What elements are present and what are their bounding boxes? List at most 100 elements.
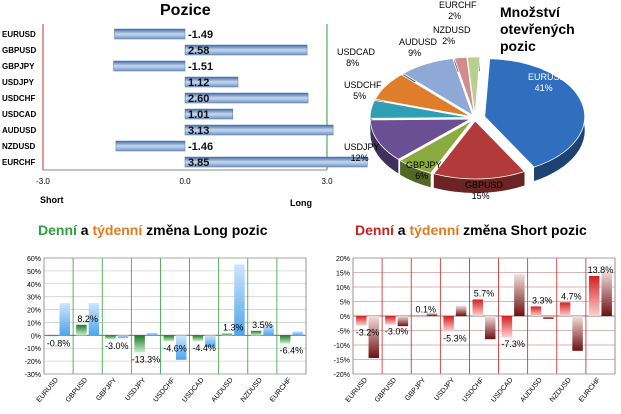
category-label: USDCHF — [152, 377, 176, 404]
pie-label-value: 9% — [408, 48, 421, 58]
y-tick-label: 60% — [27, 256, 41, 263]
y-tick-label: -30% — [25, 372, 41, 379]
y-tick-label: -5% — [338, 329, 350, 336]
category-label: AUDUSD — [210, 377, 234, 404]
weekly-change-bar — [455, 305, 467, 316]
data-label: 1.3% — [223, 323, 244, 333]
pie-label-value: 2% — [448, 11, 461, 21]
value-label: 2.60 — [188, 93, 209, 105]
y-tick-label: -15% — [334, 358, 350, 365]
short-title-weekly: týdenní — [409, 222, 460, 238]
pie-label-value: 2% — [442, 36, 455, 46]
pie-slice — [466, 56, 481, 116]
pie-label-value: 15% — [472, 191, 490, 201]
daily-change-bar — [76, 324, 87, 336]
position-bar — [114, 28, 186, 40]
long-change-chart: 60% 50% 40% 30% 20% 10% 0% -10% -20% -30% -0.8% EUR… — [25, 256, 307, 404]
category-label: USDCAD — [181, 377, 205, 404]
daily-change-bar — [443, 316, 454, 332]
daily-change-bar — [588, 275, 600, 316]
pie-label-name: USDJPY — [344, 142, 380, 152]
pie-label-value: 41% — [535, 83, 553, 93]
pie-slice — [484, 58, 586, 168]
positions-chart-panel: Pozice EURUSD -1.49 GBPUSD 2.58 GBPJPY -1.51 U… — [0, 0, 368, 210]
weekly-change-bar — [176, 335, 187, 360]
position-bar — [184, 108, 234, 120]
pie-slice-side — [433, 171, 525, 193]
daily-change-bar — [472, 299, 483, 316]
category-label: NZDUSD — [240, 377, 264, 404]
value-label: 1.01 — [188, 109, 209, 121]
pie-label-name: USDCAD — [337, 47, 376, 57]
category-label: EURUSD — [36, 377, 60, 404]
long-change-chart-title: Denní a týdenní změna Long pozic — [38, 222, 267, 238]
category-label: EURCHF — [269, 377, 293, 404]
position-bar — [184, 156, 368, 168]
y-tick-label: 40% — [27, 282, 41, 289]
pie-label-name: NZDUSD — [433, 25, 471, 35]
data-label: -6.4% — [280, 346, 304, 356]
y-tick-label: 10% — [336, 285, 350, 292]
y-tick-label: 30% — [27, 295, 41, 302]
pie-title-line-2: otevřených — [500, 21, 575, 37]
daily-change-bar — [105, 335, 116, 340]
y-tick-label: -10% — [25, 346, 41, 353]
weekly-change-bar — [234, 264, 245, 336]
daily-change-bar — [501, 316, 513, 338]
long-change-chart-panel: Denní a týdenní změna Long pozic 60% 50% 4… — [0, 218, 310, 414]
weekly-change-bar — [146, 332, 158, 336]
short-title-daily: Denní — [355, 222, 394, 238]
data-label: -4.4% — [192, 343, 216, 353]
data-label: -7.3% — [501, 339, 525, 349]
category-label: USDCHF — [2, 94, 35, 103]
y-tick-label: -10% — [334, 343, 350, 350]
daily-change-bar — [163, 335, 174, 342]
value-label: -1.46 — [188, 141, 213, 153]
long-axis-label: Long — [290, 198, 312, 208]
value-label: 2.58 — [188, 45, 209, 57]
short-change-chart-title: Denní a týdenní změna Short pozic — [355, 222, 587, 238]
daily-change-bar — [134, 335, 145, 353]
weekly-change-bar — [117, 335, 129, 338]
category-label: GBPUSD — [2, 46, 36, 55]
weekly-change-bar — [572, 316, 583, 351]
pie-slice — [402, 58, 474, 117]
category-label: GBPUSD — [374, 377, 398, 404]
weekly-change-bar — [263, 325, 274, 336]
y-tick-label: 0% — [340, 314, 350, 321]
pie-slice — [433, 120, 526, 180]
weekly-change-bar — [205, 335, 216, 347]
weekly-change-bar — [543, 316, 554, 319]
category-label: NZDUSD — [549, 377, 573, 404]
y-tick-label: 15% — [336, 271, 350, 278]
weekly-change-bar — [292, 331, 303, 336]
data-label: -13.3% — [132, 354, 161, 364]
category-label: USDCAD — [2, 110, 36, 119]
category-label: USDJPY — [124, 377, 147, 403]
data-label: -3.0% — [105, 341, 129, 351]
category-label: USDJPY — [433, 377, 456, 403]
weekly-change-bar — [485, 316, 496, 340]
long-title-rest: změna Long pozic — [142, 222, 268, 238]
y-tick-label: 20% — [27, 308, 41, 315]
pie-slice — [369, 118, 471, 160]
category-label: NZDUSD — [2, 142, 36, 151]
data-label: 0.1% — [416, 305, 437, 315]
daily-change-bar — [414, 315, 425, 317]
short-change-chart-panel: Denní a týdenní změna Short pozic 20% 15%… — [311, 218, 621, 414]
daily-change-bar — [385, 316, 396, 325]
category-label: GBPJPY — [95, 377, 118, 403]
y-tick-label: 0% — [31, 333, 41, 340]
open-positions-pie-panel: Množství otevřených pozic EURUSD 41% GBPUS… — [330, 0, 621, 210]
category-label: GBPJPY — [404, 377, 427, 403]
value-label: -1.51 — [188, 61, 213, 73]
pie-slice-side — [370, 119, 399, 174]
pie-label-name: EURUSD — [528, 72, 567, 82]
daily-change-bar — [559, 302, 571, 316]
y-tick-label: 50% — [27, 269, 41, 276]
weekly-change-bar — [601, 271, 612, 316]
category-label: EURCHF — [2, 158, 35, 167]
y-tick-label: -20% — [25, 359, 41, 366]
long-title-weekly: týdenní — [92, 222, 143, 238]
